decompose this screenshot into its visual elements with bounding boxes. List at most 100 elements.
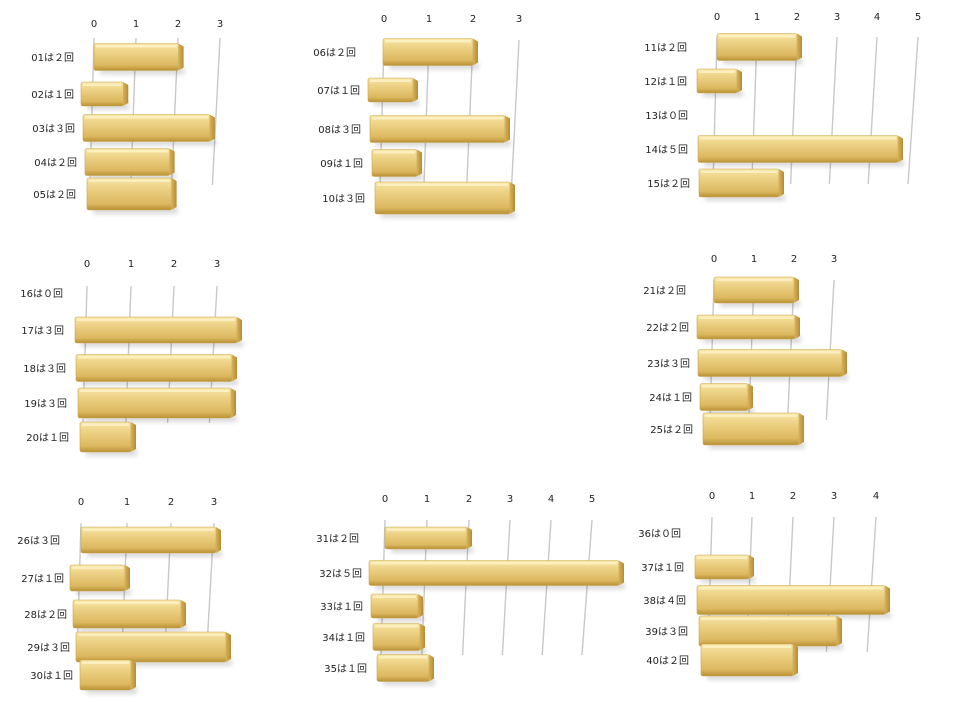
bar-highlight [96,45,177,48]
category-label: 37は１回 [641,562,684,574]
bar-highlight [77,318,235,321]
bar-shadow [383,678,435,686]
bar-highlight [699,70,735,73]
bar-shadow [86,687,137,694]
bar-end-cap [837,616,842,646]
bar-end-cap [748,383,753,411]
category-label: 12は１回 [644,76,687,88]
category-label: 28は２回 [24,609,67,621]
bar-shadow [84,415,237,422]
x-tick-label: 5 [589,494,595,505]
bar-highlight [385,40,471,43]
bar [382,38,474,66]
x-tick-label: 0 [84,259,90,270]
bar-end-cap [216,527,221,553]
bar [372,623,421,651]
bar-shadow [389,62,479,70]
bar-end-cap [794,277,799,303]
bar-shadow [701,576,755,583]
bar-shadow [89,138,216,146]
category-label: 16は０回 [20,288,63,300]
bar-end-cap [749,555,754,579]
bar-highlight [83,528,214,531]
bar [82,114,211,142]
bar-shadow [93,207,178,214]
bar-shadow [86,449,137,456]
x-tick-label: 0 [78,497,84,508]
x-tick-label: 2 [791,254,797,265]
bar-shadow [378,173,423,181]
category-label: 15は２回 [647,178,690,190]
bar [371,149,418,177]
bar [697,349,843,377]
bar [702,412,800,446]
bar-end-cap [429,654,434,682]
category-label: 17は３回 [21,325,64,337]
bar [84,148,170,176]
bar-end-cap [898,135,903,163]
bar [374,181,511,215]
x-tick-label: 0 [714,12,720,23]
category-label: 23は３回 [647,358,690,370]
bar [716,33,798,61]
bar [369,115,506,143]
bar [376,654,430,682]
bar-highlight [89,179,170,182]
bar-highlight [703,645,791,648]
category-label: 10は３回 [322,193,365,205]
category-label: 11は２回 [644,42,687,54]
gridline [211,37,221,186]
x-tick-label: 4 [874,12,880,23]
bar-highlight [387,528,465,531]
category-label: 14は５回 [645,144,688,156]
bar-shadow [706,407,754,415]
bar-highlight [72,566,123,569]
bar-chart-5: 0 1 2 3 21は２回 22は２回 23は３回 24は１回 25は２回 [643,254,848,449]
gridline [907,36,919,185]
bar-chart-1: 0 1 2 3 01は２回 02は１回 03は３回 04は２回 05は２回 [31,19,223,214]
bar-end-cap [779,169,784,197]
bar-shadow [704,373,848,381]
bar-chart-4: 0 1 2 3 16は０回 17は３回 18は３回 19は３回 20は１回 [20,259,243,456]
category-label: 24は１回 [649,392,692,404]
bar-end-cap [209,114,215,142]
bar-highlight [700,137,896,140]
bar-shadow [707,673,799,680]
bar-end-cap [123,82,129,106]
bar-shadow [79,625,187,632]
bar-end-cap [510,182,515,214]
bar-end-cap [181,600,186,628]
x-tick-label: 3 [516,14,522,25]
x-tick-label: 3 [831,491,837,502]
bar-highlight [372,117,503,120]
category-label: 27は１回 [21,573,64,585]
bar-highlight [82,661,129,664]
category-label: 18は３回 [23,363,66,375]
x-tick-label: 2 [168,497,174,508]
x-tick-label: 4 [873,491,879,502]
bar-highlight [83,83,122,86]
bar-shadow [703,90,743,97]
category-label: 38は４回 [643,595,686,607]
bar-highlight [716,278,792,281]
category-label: 33は１回 [320,601,363,613]
bar [699,383,749,411]
x-tick-label: 2 [470,14,476,25]
bar-highlight [705,414,797,417]
bar-end-cap [420,623,425,651]
category-label: 06は２回 [313,47,356,59]
bar-highlight [78,356,230,359]
x-tick-label: 1 [426,14,432,25]
bar [698,168,780,198]
bar-end-cap [178,43,184,71]
category-label: 22は２回 [646,322,689,334]
bar-highlight [80,389,229,392]
x-tick-label: 2 [171,259,177,270]
bar-end-cap [231,388,236,418]
bar-end-cap [842,349,847,377]
bar-end-cap [793,644,798,676]
category-label: 32は５回 [319,568,362,580]
bar-shadow [709,442,805,449]
bar-shadow [82,659,232,666]
